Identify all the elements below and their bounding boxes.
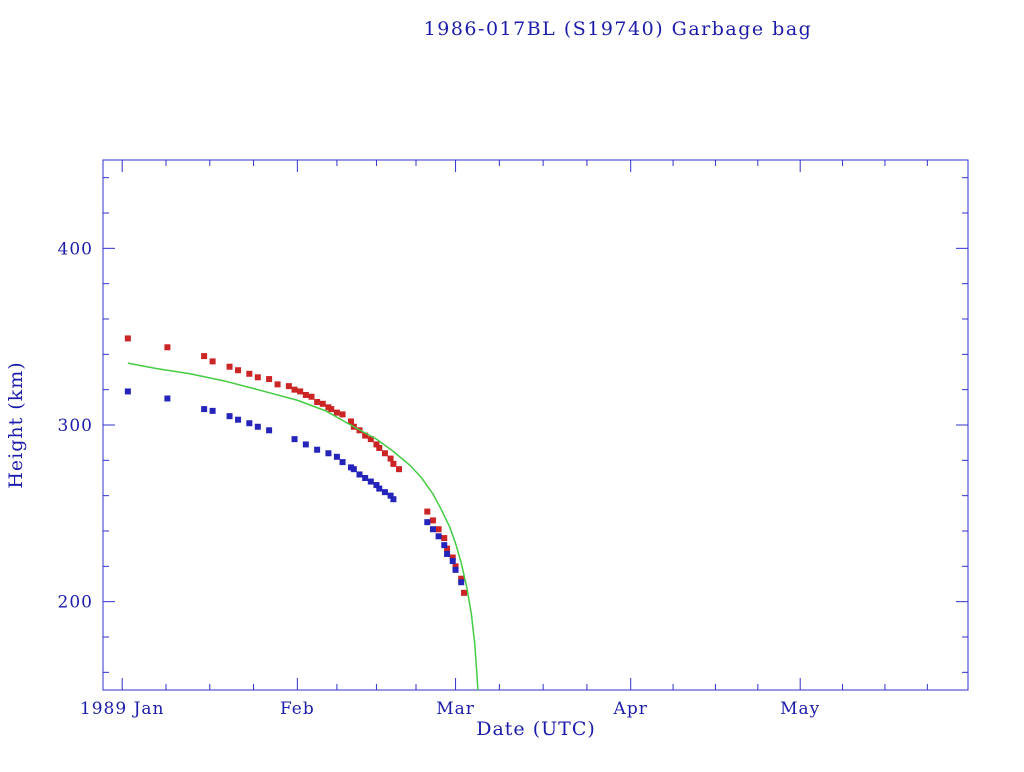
apogee-height-point <box>441 535 448 542</box>
perigee-height-point <box>362 475 369 481</box>
apogee-height-point <box>376 444 383 451</box>
apogee-height-point <box>314 399 321 406</box>
perigee-height-point <box>124 388 131 395</box>
apogee-height-point <box>308 393 315 400</box>
x-tick-label: Feb <box>280 699 315 719</box>
apogee-height-point <box>209 358 216 365</box>
perigee-height-point <box>367 478 374 485</box>
apogee-height-point <box>291 386 298 393</box>
decay-model-line <box>127 362 479 690</box>
apogee-height-point <box>297 388 304 395</box>
apogee-height-point <box>246 370 253 377</box>
perigee-height-point <box>339 459 346 466</box>
apogee-height-point <box>429 517 436 524</box>
y-tick-label: 400 <box>58 239 93 259</box>
y-tick-label: 200 <box>58 593 93 613</box>
x-tick-label: 1989 Jan <box>80 699 165 719</box>
apogee-height-point <box>124 335 131 342</box>
apogee-height-point <box>348 418 355 425</box>
y-axis-title: Height (km) <box>5 361 27 489</box>
apogee-height-point <box>435 526 442 533</box>
apogee-height-point <box>390 460 397 467</box>
apogee-height-point <box>235 367 242 374</box>
perigee-height-point <box>376 485 383 492</box>
perigee-height-point <box>441 542 448 549</box>
plot-border <box>102 159 969 691</box>
perigee-height-point <box>333 453 340 460</box>
perigee-height-point <box>356 471 363 478</box>
apogee-height-point <box>226 363 233 370</box>
perigee-height-point <box>266 427 273 434</box>
perigee-height-point <box>390 496 397 503</box>
apogee-height-point <box>302 391 309 398</box>
apogee-height-point <box>274 381 281 388</box>
apogee-height-point <box>254 374 261 381</box>
apogee-height-point <box>266 376 273 383</box>
y-tick-label: 300 <box>58 416 93 436</box>
apogee-height-point <box>396 466 403 473</box>
apogee-height-point <box>381 450 388 457</box>
apogee-height-point <box>319 400 326 407</box>
perigee-height-point <box>291 436 298 443</box>
perigee-height-point <box>452 566 459 573</box>
chart-title: 1986-017BL (S19740) Garbage bag <box>423 18 813 40</box>
apogee-height-point <box>461 589 468 596</box>
perigee-height-point <box>449 558 456 565</box>
perigee-height-point <box>235 416 242 423</box>
perigee-height-point <box>381 489 388 496</box>
perigee-height-point <box>246 420 253 427</box>
x-axis-title: Date (UTC) <box>476 718 596 740</box>
apogee-height-point <box>387 455 394 462</box>
apogee-height-point <box>424 508 431 515</box>
apogee-height-point <box>164 344 171 351</box>
perigee-height-point <box>458 579 465 586</box>
perigee-height-point <box>209 407 216 414</box>
perigee-height-point <box>201 406 208 413</box>
perigee-height-point <box>429 526 436 533</box>
apogee-height-point <box>201 353 208 360</box>
perigee-height-point <box>444 550 451 557</box>
perigee-height-point <box>164 395 171 402</box>
perigee-height-point <box>350 466 357 473</box>
perigee-height-point <box>254 423 261 430</box>
apogee-height-point <box>328 406 335 413</box>
perigee-height-point <box>325 450 332 457</box>
perigee-height-point <box>302 441 309 448</box>
perigee-height-point <box>226 413 233 420</box>
perigee-height-point <box>314 446 321 453</box>
apogee-height-point <box>285 383 292 390</box>
x-tick-label: Apr <box>613 699 648 719</box>
perigee-height-point <box>424 519 431 526</box>
x-tick-label: Mar <box>436 699 475 719</box>
apogee-height-point <box>339 411 346 418</box>
x-tick-label: May <box>780 699 820 719</box>
perigee-height-point <box>435 533 442 540</box>
apogee-height-point <box>333 409 340 416</box>
